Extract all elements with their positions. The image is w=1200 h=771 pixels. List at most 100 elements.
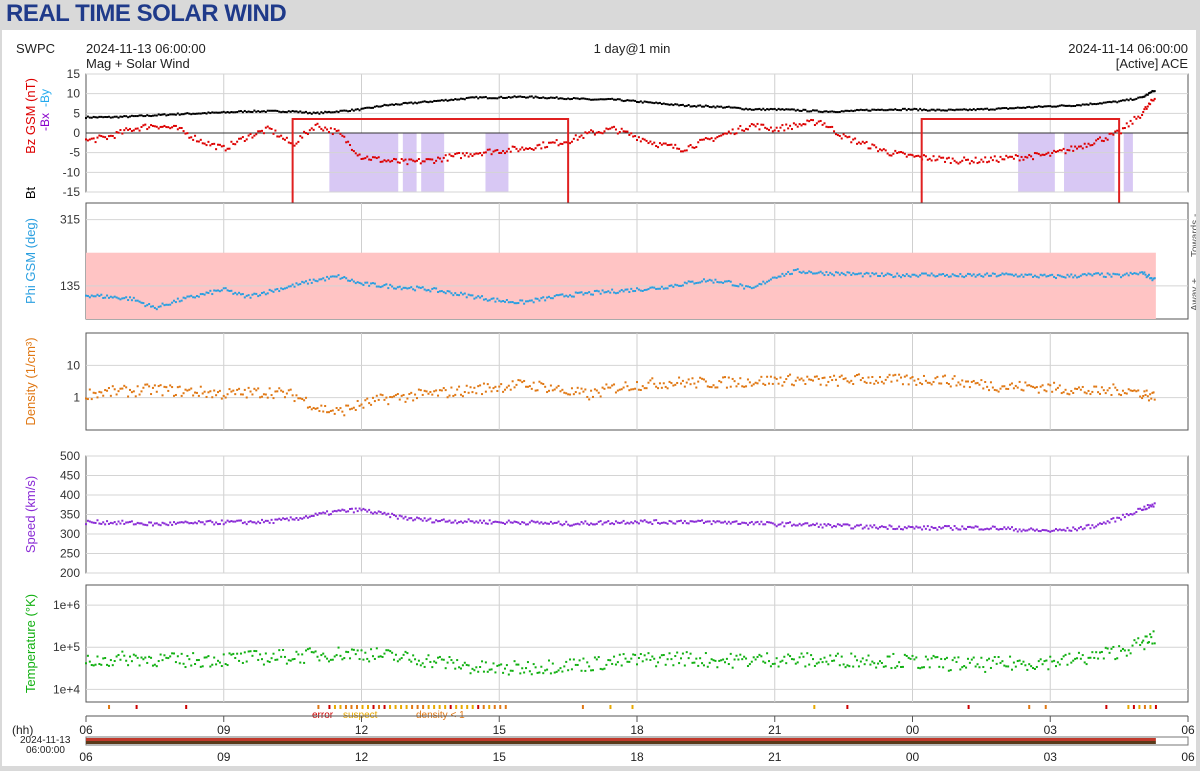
data-point (456, 522, 459, 525)
data-point (1062, 147, 1065, 150)
xtick-top-2: 12 (355, 723, 369, 737)
data-point (836, 134, 839, 137)
data-point (1049, 154, 1052, 157)
data-point (613, 98, 616, 101)
data-point (846, 271, 849, 274)
data-point (900, 276, 903, 279)
data-point (1054, 527, 1057, 530)
data-point (626, 660, 629, 663)
data-point (783, 129, 786, 132)
data-point (136, 385, 139, 388)
data-point (224, 287, 227, 290)
data-point (167, 524, 170, 527)
ytick-2-0: 10 (67, 358, 81, 372)
data-point (459, 97, 462, 100)
flag-mark (967, 705, 970, 709)
data-point (217, 391, 220, 394)
data-point (980, 158, 983, 161)
data-point (926, 109, 929, 112)
data-point (207, 111, 210, 114)
data-point (195, 522, 198, 525)
data-point (370, 158, 373, 161)
data-point (362, 406, 365, 409)
data-point (1001, 528, 1004, 531)
data-point (394, 515, 397, 518)
data-point (609, 386, 612, 389)
data-point (222, 287, 225, 290)
data-point (618, 522, 621, 525)
data-point (878, 274, 881, 277)
data-point (999, 107, 1002, 110)
data-point (394, 103, 397, 106)
data-point (882, 382, 885, 385)
data-point (1150, 98, 1153, 101)
data-point (756, 122, 759, 125)
data-point (341, 134, 344, 137)
data-point (725, 386, 728, 389)
data-point (104, 657, 107, 660)
data-point (1022, 158, 1025, 161)
data-point (532, 663, 535, 666)
data-point (1142, 508, 1145, 511)
data-point (944, 109, 947, 112)
data-point (1141, 114, 1144, 117)
data-point (716, 386, 719, 389)
data-point (764, 383, 767, 386)
data-point (349, 144, 352, 147)
data-point (1079, 657, 1082, 660)
data-point (714, 278, 717, 281)
data-point (924, 272, 927, 275)
data-point (316, 407, 319, 410)
data-point (180, 521, 183, 524)
data-point (148, 302, 151, 305)
data-point (454, 519, 457, 522)
data-point (276, 390, 279, 393)
data-point (1145, 635, 1148, 638)
data-point (130, 299, 133, 302)
data-point (865, 524, 868, 527)
data-point (850, 109, 853, 112)
data-point (335, 110, 338, 113)
data-point (856, 108, 859, 111)
data-point (394, 653, 397, 656)
data-point (819, 658, 822, 661)
data-point (739, 522, 742, 525)
data-point (523, 521, 526, 524)
data-point (1005, 107, 1008, 110)
ytick-4-2: 1e+4 (53, 682, 80, 696)
data-point (595, 389, 598, 392)
data-point (704, 104, 707, 107)
page-title: REAL TIME SOLAR WIND (6, 0, 287, 27)
data-point (1070, 661, 1073, 664)
data-point (714, 659, 717, 662)
data-point (1054, 105, 1057, 108)
data-point (142, 302, 145, 305)
data-point (605, 521, 608, 524)
data-point (643, 654, 646, 657)
data-point (1145, 507, 1148, 510)
data-point (666, 144, 669, 147)
data-point (486, 299, 489, 302)
data-point (754, 125, 757, 128)
data-point (192, 652, 195, 655)
data-point (481, 295, 484, 298)
data-point (195, 391, 198, 394)
data-point (647, 142, 650, 145)
data-point (502, 671, 505, 674)
data-point (551, 662, 554, 665)
data-point (1141, 641, 1144, 644)
data-point (400, 103, 403, 106)
data-point (632, 522, 635, 525)
data-point (274, 129, 277, 132)
data-point (150, 521, 153, 524)
data-point (871, 526, 874, 529)
data-point (697, 519, 700, 522)
data-point (421, 100, 424, 103)
data-point (947, 383, 950, 386)
data-point (934, 377, 937, 380)
data-point (641, 290, 644, 293)
data-point (203, 390, 206, 393)
data-point (563, 523, 566, 526)
data-point (986, 659, 989, 662)
data-point (1131, 513, 1134, 516)
